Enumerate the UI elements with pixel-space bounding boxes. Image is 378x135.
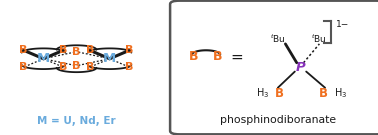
Text: B: B xyxy=(59,62,68,72)
Text: P: P xyxy=(296,61,305,74)
Text: B: B xyxy=(85,45,94,55)
Text: B: B xyxy=(319,87,328,100)
Text: M = U, Nd, Er: M = U, Nd, Er xyxy=(37,117,116,126)
Text: B: B xyxy=(85,62,94,72)
Text: B: B xyxy=(19,45,28,55)
Text: =: = xyxy=(230,50,243,65)
Text: B: B xyxy=(125,45,134,55)
Text: B: B xyxy=(189,50,199,63)
Text: $^t$Bu: $^t$Bu xyxy=(311,32,327,45)
Text: B: B xyxy=(59,45,68,55)
Text: M: M xyxy=(37,52,50,65)
Text: B: B xyxy=(72,61,81,71)
Text: 1−: 1− xyxy=(336,20,349,29)
Text: phosphinodiboranate: phosphinodiboranate xyxy=(220,115,336,125)
Text: B: B xyxy=(72,47,81,57)
Text: M: M xyxy=(103,52,116,65)
Text: B: B xyxy=(125,62,134,72)
Text: B: B xyxy=(274,87,284,100)
Text: B: B xyxy=(213,50,223,63)
FancyBboxPatch shape xyxy=(170,1,378,134)
Text: H$_3$: H$_3$ xyxy=(334,86,347,100)
Text: $^t$Bu: $^t$Bu xyxy=(270,32,286,45)
Text: B: B xyxy=(19,62,28,72)
Text: H$_3$: H$_3$ xyxy=(256,86,270,100)
